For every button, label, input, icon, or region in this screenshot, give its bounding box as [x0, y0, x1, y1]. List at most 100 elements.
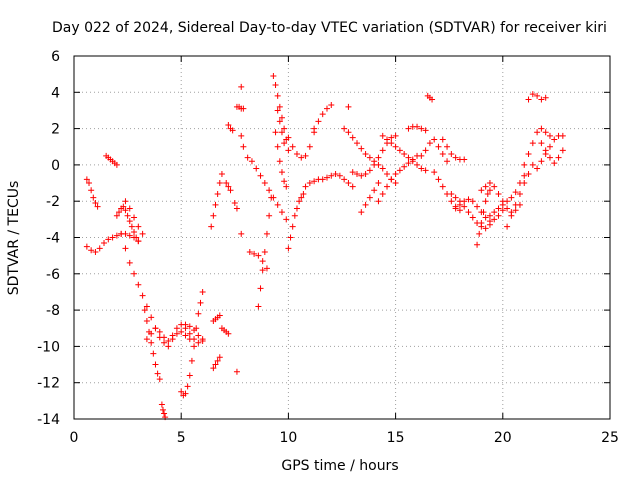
data-point [392, 170, 399, 177]
series-trace-41 [405, 123, 429, 134]
y-tick-label: 4 [51, 85, 60, 101]
data-point [289, 223, 296, 230]
data-point [143, 303, 150, 310]
data-point [240, 105, 247, 112]
data-point [371, 187, 378, 194]
y-tick-label: 2 [51, 122, 60, 138]
series-trace-55 [538, 140, 566, 167]
data-point [266, 187, 273, 194]
series-trace-03 [103, 152, 120, 168]
series-trace-01 [83, 176, 101, 210]
series-trace-29 [272, 129, 290, 190]
data-point [456, 201, 463, 208]
series-trace-27 [255, 194, 275, 310]
data-point [276, 118, 283, 125]
chart-title: Day 022 of 2024, Sidereal Day-to-day VTE… [52, 20, 607, 36]
data-point [208, 223, 215, 230]
y-tick-label: 6 [51, 49, 60, 65]
x-tick-label: 20 [494, 430, 512, 446]
data-point [191, 343, 198, 350]
data-point [216, 312, 223, 319]
data-point [178, 328, 185, 335]
data-point [148, 314, 155, 321]
data-point [392, 132, 399, 139]
data-point [349, 183, 356, 190]
data-point [182, 321, 189, 328]
data-point [266, 212, 273, 219]
data-point [113, 161, 120, 168]
data-point [227, 187, 234, 194]
data-point [113, 232, 120, 239]
data-point [358, 209, 365, 216]
data-point [431, 136, 438, 143]
series-trace-43 [424, 92, 436, 103]
data-point [474, 203, 481, 210]
data-point [173, 325, 180, 332]
data-point [109, 234, 116, 241]
data-point [186, 372, 193, 379]
data-point [195, 339, 202, 346]
data-point [461, 198, 468, 205]
series-trace-05 [118, 230, 168, 346]
data-point [101, 239, 108, 246]
data-point [476, 230, 483, 237]
data-point [529, 91, 536, 98]
data-point [444, 143, 451, 150]
data-point [358, 145, 365, 152]
data-point [283, 216, 290, 223]
data-point [92, 249, 99, 256]
data-point [122, 198, 129, 205]
data-point [349, 134, 356, 141]
data-point [379, 190, 386, 197]
data-point [422, 167, 429, 174]
data-point [546, 143, 553, 150]
data-point [135, 223, 142, 230]
data-point [542, 147, 549, 154]
data-point [461, 203, 468, 210]
data-point [126, 205, 133, 212]
data-point [178, 388, 185, 395]
data-point [418, 125, 425, 132]
data-point [495, 205, 502, 212]
data-point [274, 201, 281, 208]
data-point [508, 212, 515, 219]
data-point [285, 147, 292, 154]
data-point [349, 169, 356, 176]
data-point [414, 161, 421, 168]
series-trace-04 [113, 203, 142, 245]
data-point [435, 143, 442, 150]
data-point [396, 147, 403, 154]
data-point [214, 357, 221, 364]
series-trace-25 [244, 154, 290, 223]
series-trace-52 [521, 125, 553, 168]
data-point [484, 190, 491, 197]
data-point [120, 203, 127, 210]
data-point [197, 299, 204, 306]
data-point [272, 82, 279, 89]
x-axis-title: GPS time / hours [281, 458, 398, 474]
data-point [150, 350, 157, 357]
data-point [257, 172, 264, 179]
data-point [401, 151, 408, 158]
data-point [311, 178, 318, 185]
data-point [143, 317, 150, 324]
y-tick-label: -6 [46, 267, 60, 283]
data-point [278, 129, 285, 136]
data-point [495, 212, 502, 219]
series-trace-19 [231, 200, 240, 212]
data-point [452, 205, 459, 212]
data-point [409, 158, 416, 165]
series-trace-18 [225, 121, 236, 134]
data-point [379, 132, 386, 139]
data-point [328, 172, 335, 179]
series-trace-45 [439, 136, 468, 163]
data-point [159, 406, 166, 413]
data-point [131, 229, 138, 236]
y-tick-label: -12 [37, 376, 60, 392]
y-axis-title: SDTVAR / TECUs [6, 181, 22, 296]
data-point [268, 194, 275, 201]
data-point [156, 328, 163, 335]
series-trace-36 [341, 125, 399, 187]
series-trace-21 [238, 132, 247, 150]
data-point [525, 170, 532, 177]
